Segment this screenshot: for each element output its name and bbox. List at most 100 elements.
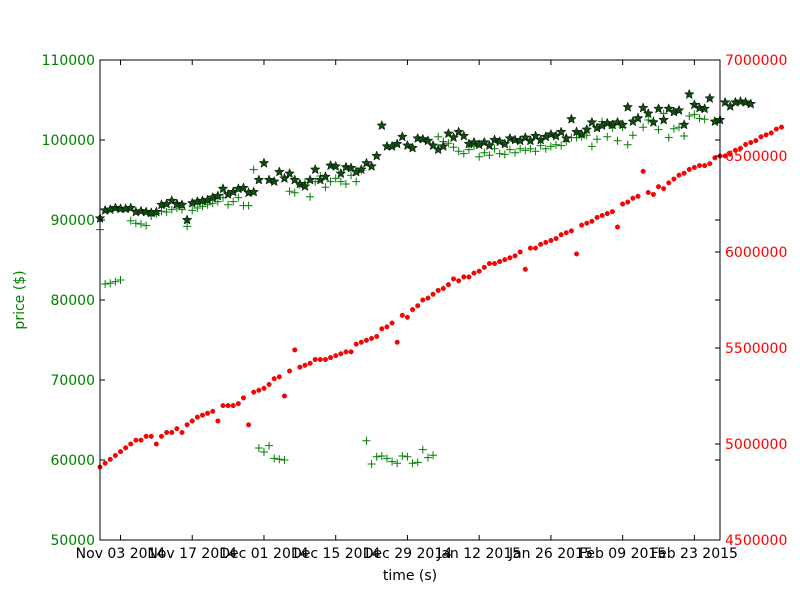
star-point [309,163,321,175]
x-tick-label: Dec 29 2014 [363,546,453,562]
dot-point [210,408,216,414]
plus-point [326,177,335,186]
dot-point [297,364,303,370]
plus-point [700,115,709,124]
dot-point [363,337,369,343]
star-point [396,131,408,142]
star-point [509,134,521,145]
dot-point [138,437,144,443]
right-axis: 4500000 5000000 5500000 6000000 6500000 70000… [715,53,787,549]
dot-point [466,274,472,280]
plus-point [106,279,115,288]
dot-point [656,184,662,190]
star-point [212,190,224,201]
dot-point [143,433,149,439]
dot-point [732,147,738,153]
star-point [617,119,629,130]
plus-point [654,125,663,134]
star-point [268,175,280,187]
dot-point [266,381,272,387]
star-point [663,103,675,114]
star-point [647,116,659,127]
star-point [658,114,670,125]
plus-point [690,110,699,119]
dot-point [635,193,641,199]
plus-point [480,148,489,157]
dot-point [128,441,134,447]
plus-point [126,216,135,225]
dot-point [707,161,713,167]
y-tick-label-right: 5500000 [725,341,787,357]
dot-point [722,153,728,159]
dot-point [743,141,749,147]
plus-point [526,144,535,153]
plus-point [224,200,233,209]
plus-point [521,146,530,155]
dot-series [97,124,784,470]
dot-point [117,449,123,455]
dot-point [451,276,457,282]
dot-point [758,134,764,140]
star-point [335,167,347,179]
star-point [683,88,695,99]
dot-point [574,251,580,257]
plus-point [582,131,591,140]
star-point [622,101,634,112]
plot-background [100,60,720,540]
plus-point [162,208,171,216]
plus-point [546,142,555,151]
star-point [601,117,613,128]
plus-point [418,445,427,454]
dot-point [630,195,636,201]
star-point [653,103,664,114]
plus-point [341,180,350,188]
dot-point [502,257,508,263]
plus-point [505,145,514,154]
star-point [238,182,249,193]
dot-point [123,445,129,451]
dot-point [594,214,600,220]
dot-point [251,389,257,395]
x-tick-label: Nov 03 2014 [76,546,166,562]
plus-point [393,459,402,468]
star-point [299,180,311,191]
dot-point [620,201,626,207]
dot-point [548,237,554,243]
plus-point [628,131,637,140]
dot-point [189,418,195,424]
x-tick-label: Feb 23 2015 [651,546,738,562]
dot-point [287,368,293,374]
star-point [571,126,582,137]
plus-point [377,452,386,460]
y-tick-label-left: 90000 [50,213,95,229]
plus-point [495,149,504,158]
star-point [253,174,265,185]
dot-point [394,339,400,345]
star-point [612,116,623,127]
star-point [586,116,598,127]
dot-point [558,232,564,238]
plus-point [434,132,443,141]
star-point [478,136,490,147]
dot-point [425,295,431,301]
star-point [166,195,178,206]
star-point [176,199,188,210]
star-point [673,104,685,115]
dot-point [338,351,344,357]
plus-point [111,277,120,286]
dot-point [492,261,498,267]
dot-point [374,333,380,339]
star-point [581,123,593,135]
left-axis: 50000 60000 70000 80000 90000 100000 110000 [42,53,720,549]
dot-point [158,433,164,439]
dot-point [353,341,359,347]
dot-point [553,236,559,242]
dot-point [440,285,446,291]
dot-point [358,339,364,345]
star-point [704,92,716,103]
y-tick-label-left: 50000 [50,533,95,549]
dot-point [456,278,462,284]
dot-point [686,166,692,172]
dot-point [174,426,180,432]
star-point [642,107,654,119]
